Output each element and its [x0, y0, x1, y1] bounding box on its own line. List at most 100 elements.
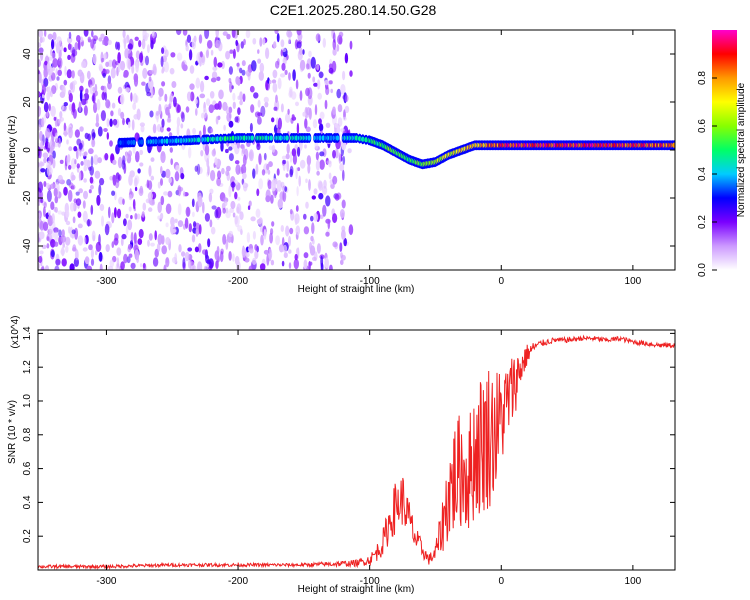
noise-cell — [210, 128, 214, 133]
noise-cell — [61, 258, 67, 267]
noise-cell — [252, 230, 256, 240]
ridge-cell — [672, 142, 675, 148]
noise-cell — [106, 118, 110, 128]
noise-cell — [310, 215, 314, 222]
noise-cell — [83, 151, 88, 156]
noise-cell — [61, 246, 65, 257]
noise-cell — [57, 174, 63, 183]
noise-cell — [298, 175, 302, 187]
noise-cell — [185, 106, 190, 113]
noise-cell — [169, 67, 175, 75]
noise-cell — [344, 52, 349, 64]
noise-cell — [271, 79, 277, 84]
noise-cell — [232, 212, 236, 218]
noise-cell — [104, 223, 110, 236]
noise-cell — [107, 39, 112, 46]
noise-cell — [295, 248, 299, 255]
noise-cell — [256, 188, 260, 197]
noise-cell — [80, 161, 84, 166]
noise-cell — [262, 37, 266, 46]
noise-cell — [178, 244, 182, 253]
noise-cell — [338, 152, 342, 164]
noise-cell — [91, 95, 95, 102]
noise-cell — [211, 71, 218, 80]
noise-cell — [103, 53, 107, 60]
y-tick-label: -40 — [22, 238, 33, 253]
noise-cell — [228, 251, 232, 261]
ridge-cell — [223, 136, 228, 142]
y-tick-label: 0.8 — [22, 427, 33, 441]
noise-cell — [96, 99, 101, 111]
noise-cell — [234, 160, 240, 165]
noise-cell — [65, 210, 70, 218]
noise-cell — [248, 200, 252, 207]
noise-cell — [67, 36, 73, 44]
noise-cell — [53, 227, 59, 233]
noise-cell — [39, 250, 44, 255]
noise-cell — [214, 157, 218, 166]
noise-cell — [237, 78, 241, 86]
noise-cell — [104, 153, 109, 161]
noise-cell — [222, 234, 227, 245]
noise-cell — [88, 148, 94, 155]
noise-cell — [79, 89, 83, 102]
noise-cell — [314, 141, 319, 150]
noise-cell — [313, 212, 319, 222]
noise-cell — [42, 152, 49, 159]
noise-cell — [299, 159, 306, 169]
noise-cell — [78, 142, 83, 150]
noise-cell — [333, 32, 336, 43]
noise-cell — [149, 200, 156, 206]
noise-cell — [303, 252, 309, 259]
noise-cell — [228, 146, 233, 151]
noise-cell — [140, 125, 145, 133]
noise-cell — [161, 245, 167, 255]
noise-cell — [234, 191, 238, 200]
noise-cell — [289, 209, 293, 215]
colorbar-tick-label: 0.4 — [697, 167, 708, 181]
noise-cell — [222, 207, 226, 214]
noise-cell — [268, 248, 273, 260]
noise-cell — [125, 225, 129, 236]
noise-cell — [305, 63, 310, 70]
noise-cell — [245, 69, 252, 77]
noise-cell — [332, 149, 336, 159]
noise-cell — [90, 155, 94, 167]
noise-cell — [83, 105, 88, 116]
noise-cell — [165, 203, 172, 215]
x-tick-label: -100 — [360, 276, 380, 287]
noise-cell — [259, 263, 266, 270]
noise-cell — [170, 216, 175, 227]
noise-cell — [210, 49, 214, 56]
noise-cell — [71, 102, 76, 113]
noise-cell — [239, 67, 243, 74]
noise-cell — [263, 152, 267, 161]
noise-cell — [103, 35, 109, 47]
noise-cell — [136, 108, 141, 121]
noise-cell — [147, 180, 153, 191]
y-tick-label: 1.0 — [22, 394, 33, 408]
noise-cell — [329, 264, 333, 270]
noise-cell — [226, 112, 232, 123]
noise-cell — [213, 56, 218, 68]
noise-cell — [67, 73, 71, 78]
noise-cell — [52, 58, 58, 68]
noise-cell — [142, 67, 148, 79]
noise-cell — [254, 250, 259, 260]
noise-cell — [285, 173, 289, 178]
noise-cell — [136, 254, 140, 264]
noise-cell — [280, 49, 283, 57]
noise-cell — [163, 191, 168, 196]
noise-cell — [193, 221, 197, 228]
noise-cell — [325, 195, 331, 207]
noise-cell — [296, 30, 302, 36]
noise-cell — [52, 31, 57, 41]
noise-cell — [291, 114, 295, 119]
noise-cell — [107, 59, 113, 67]
noise-cell — [310, 56, 316, 69]
noise-cell — [232, 253, 235, 262]
noise-cell — [318, 118, 322, 125]
noise-cell — [228, 185, 232, 198]
noise-cell — [225, 239, 229, 250]
noise-cell — [63, 122, 67, 132]
